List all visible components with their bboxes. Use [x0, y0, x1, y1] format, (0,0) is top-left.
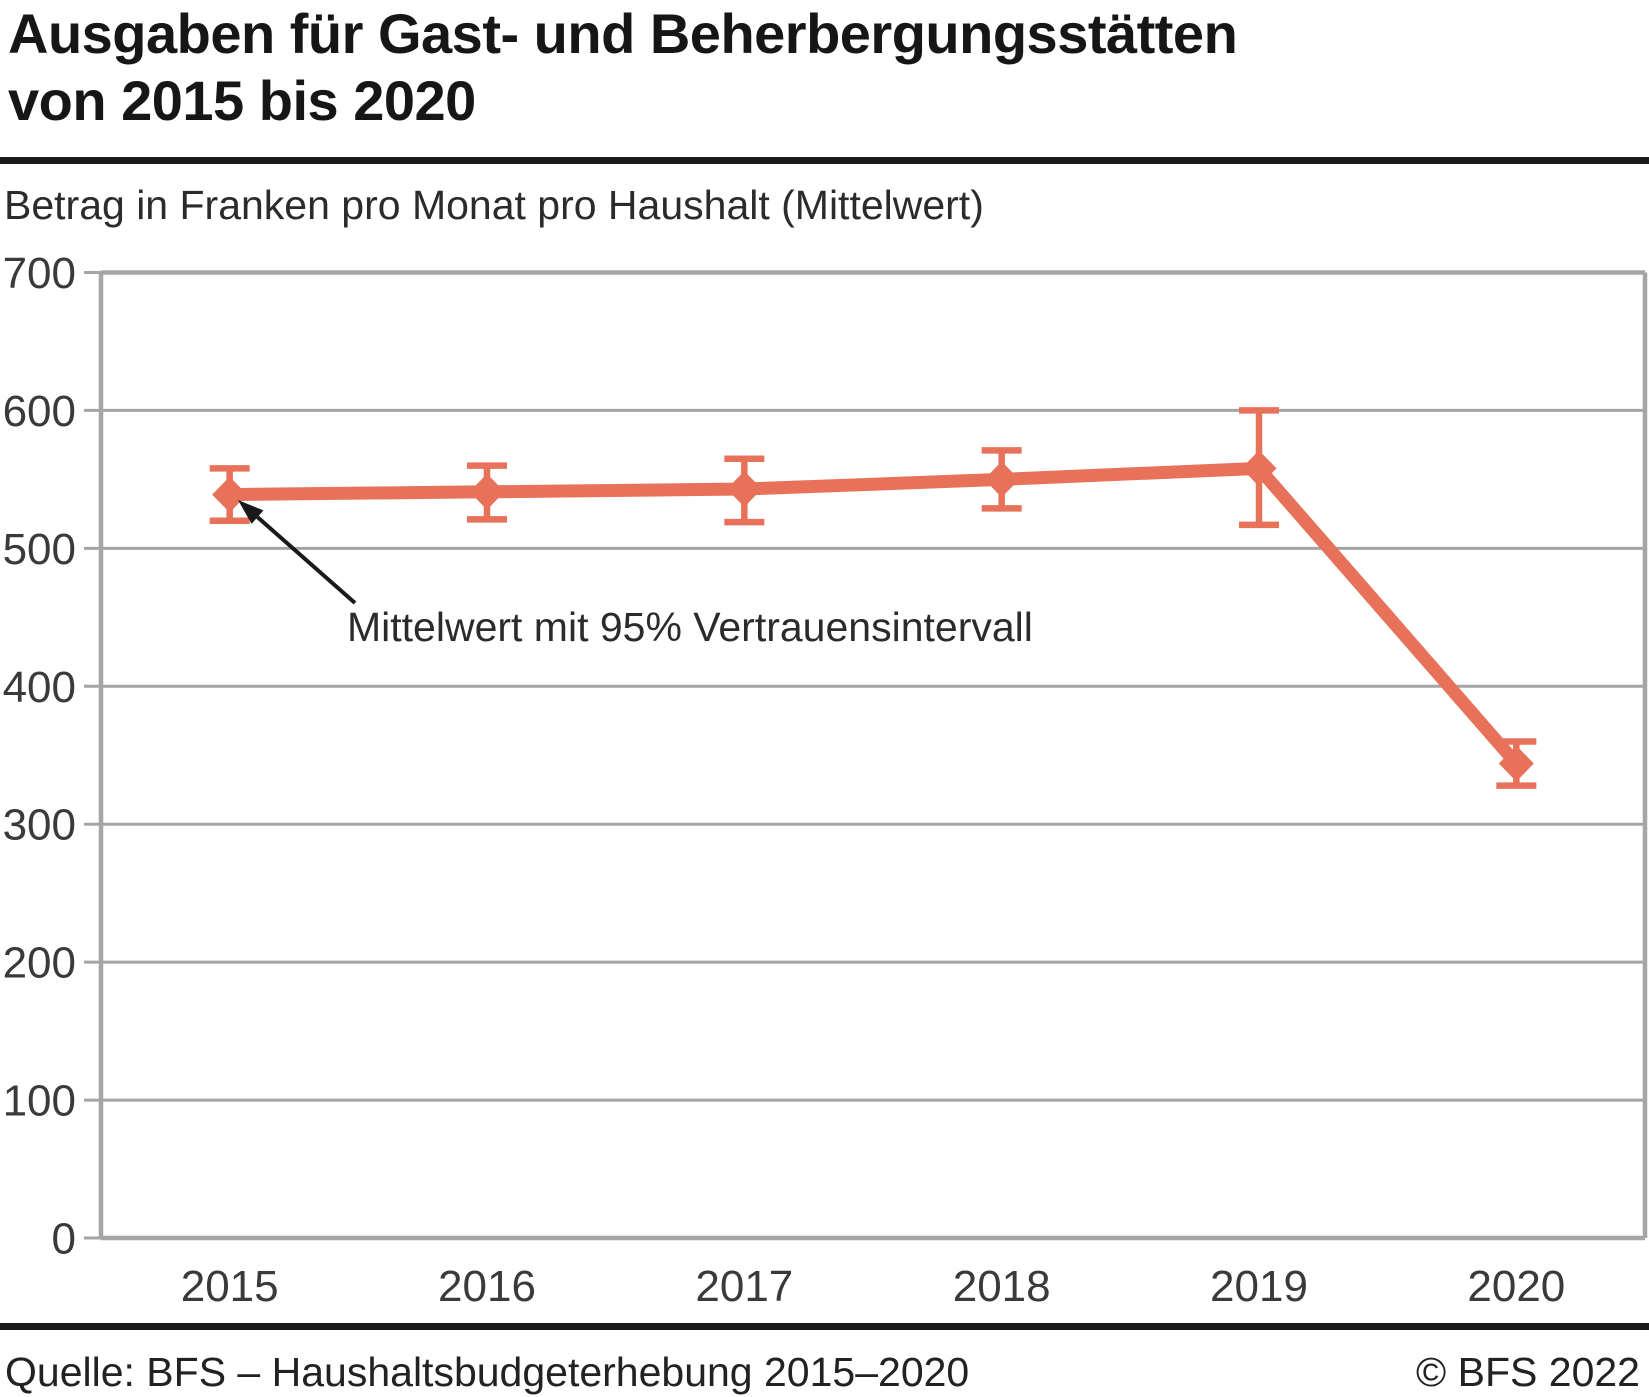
annotation-arrow-head — [238, 500, 264, 524]
data-point-marker — [726, 471, 762, 508]
annotation-label: Mittelwert mit 95% Vertrauensintervall — [347, 604, 1033, 650]
footer-divider — [0, 1323, 1649, 1330]
y-axis-label: 700 — [3, 249, 76, 298]
annotation-arrow-line — [256, 515, 357, 605]
y-axis-label: 500 — [3, 525, 76, 574]
copyright-text: © BFS 2022 — [1416, 1349, 1640, 1395]
y-axis-label: 200 — [3, 939, 76, 988]
x-axis-label: 2018 — [953, 1262, 1051, 1311]
title-line-1: Ausgaben für Gast- und Beherbergungsstät… — [8, 2, 1238, 65]
title-divider — [0, 157, 1649, 164]
title-line-2: von 2015 bis 2020 — [8, 69, 476, 132]
x-axis-label: 2016 — [438, 1262, 536, 1311]
series-line — [229, 461, 1522, 768]
y-axis-label: 100 — [3, 1077, 76, 1126]
chart-subtitle: Betrag in Franken pro Monat pro Haushalt… — [4, 182, 984, 228]
page-title: Ausgaben für Gast- und Beherbergungsstät… — [8, 0, 1238, 134]
data-point-marker — [1498, 745, 1534, 782]
data-point-marker — [469, 473, 505, 510]
source-text: Quelle: BFS – Haushaltsbudgeterhebung 20… — [5, 1349, 970, 1395]
x-axis-label: 2020 — [1467, 1262, 1565, 1311]
data-point-marker — [212, 476, 248, 513]
x-axis-label: 2019 — [1210, 1262, 1308, 1311]
y-axis-label: 300 — [3, 801, 76, 850]
data-point-marker — [1241, 450, 1277, 487]
y-axis-label: 600 — [3, 387, 76, 436]
x-axis-label: 2017 — [695, 1262, 793, 1311]
x-axis-label: 2015 — [181, 1262, 279, 1311]
data-point-marker — [984, 461, 1020, 498]
y-axis-label: 0 — [52, 1215, 76, 1264]
y-axis-label: 400 — [3, 663, 76, 712]
